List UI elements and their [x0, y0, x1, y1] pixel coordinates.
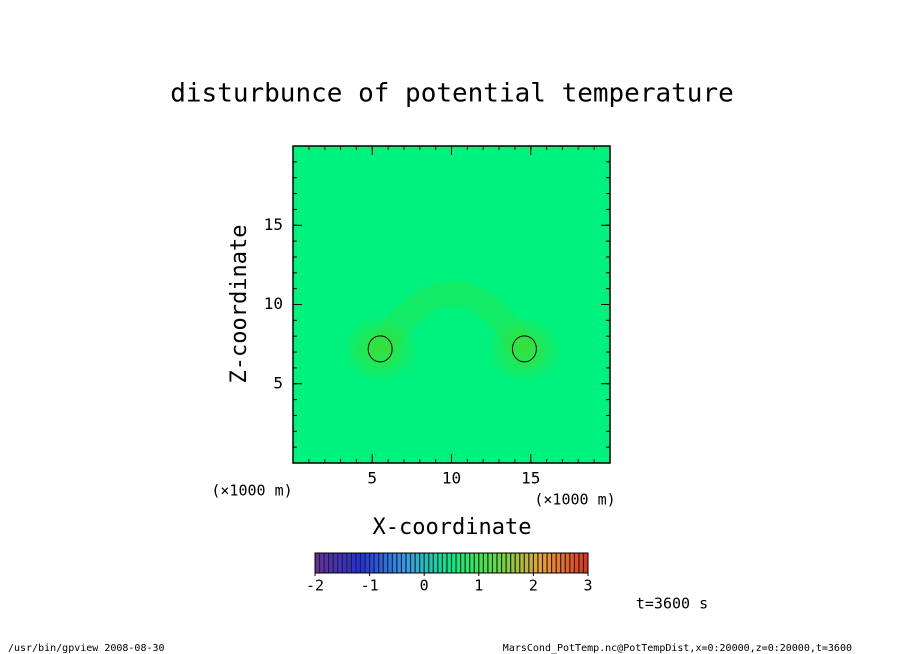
colorbar-stripe: [574, 553, 579, 573]
colorbar-stripe: [347, 553, 351, 573]
colorbar-stripe: [520, 553, 524, 573]
colorbar-stripe: [456, 553, 460, 573]
colorbar-stripe: [415, 553, 420, 573]
colorbar-stripe: [524, 553, 529, 573]
colorbar-stripe: [402, 553, 406, 573]
field-blob: [342, 314, 419, 383]
colorbar-tick-label: 1: [474, 577, 483, 595]
colorbar-stripe: [452, 553, 456, 573]
y-tick-label: 15: [264, 215, 283, 234]
colorbar-stripe: [333, 553, 338, 573]
x-unit: (×1000 m): [534, 491, 615, 509]
colorbar-stripe: [397, 553, 401, 573]
footer-left: /usr/bin/gpview 2008-08-30: [8, 643, 165, 654]
colorbar-tick-label: 0: [420, 577, 429, 595]
x-axis-label: X-coordinate: [373, 515, 532, 540]
colorbar-stripe: [493, 553, 497, 573]
chart-title: disturbunce of potential temperature: [170, 79, 734, 109]
colorbar-stripe: [383, 553, 388, 573]
colorbar-stripe: [365, 553, 369, 573]
colorbar-stripe: [552, 553, 556, 573]
colorbar-stripe: [361, 553, 365, 573]
colorbar-stripe: [447, 553, 451, 573]
colorbar-stripe: [324, 553, 329, 573]
colorbar-stripe: [429, 553, 433, 573]
colorbar-stripe: [374, 553, 379, 573]
y-tick-label: 10: [264, 294, 283, 313]
colorbar-stripe: [483, 553, 488, 573]
annotation: t=3600 s: [636, 595, 708, 613]
contour: [511, 335, 537, 363]
colorbar-stripe: [420, 553, 424, 573]
colorbar-stripe: [342, 553, 347, 573]
colorbar-stripe: [534, 553, 538, 573]
colorbar-stripe: [474, 553, 479, 573]
colorbar-stripe: [502, 553, 506, 573]
plot-area: [293, 146, 610, 463]
colorbar-stripe: [538, 553, 542, 573]
colorbar-stripe: [570, 553, 574, 573]
colorbar-stripe: [329, 553, 333, 573]
colorbar-stripe: [406, 553, 410, 573]
colorbar-frame: [314, 552, 589, 574]
colorbar-tick-label: 2: [529, 577, 538, 595]
colorbar-tick-label: -1: [361, 577, 379, 595]
colorbar-stripe: [388, 553, 392, 573]
colorbar-stripe: [511, 553, 515, 573]
colorbar-stripe: [338, 553, 342, 573]
y-axis-label: Z-coordinate: [227, 225, 252, 384]
colorbar-stripe: [315, 553, 319, 573]
colorbar-stripe: [370, 553, 374, 573]
colorbar-stripe: [479, 553, 483, 573]
colorbar-stripe: [470, 553, 474, 573]
y-unit: (×1000 m): [211, 482, 292, 500]
field-background: [293, 146, 610, 463]
colorbar-stripe: [392, 553, 397, 573]
colorbar-stripe: [556, 553, 561, 573]
colorbar-stripe: [529, 553, 533, 573]
colorbar-stripe: [433, 553, 438, 573]
y-tick-label: 5: [273, 373, 283, 392]
x-tick-label: 5: [367, 469, 377, 488]
colorbar-stripe: [411, 553, 415, 573]
colorbar-stripe: [515, 553, 520, 573]
colorbar-stripe: [352, 553, 356, 573]
colorbar-background: [315, 553, 588, 573]
colorbar-stripe: [561, 553, 565, 573]
footer-right: MarsCond_PotTemp.nc@PotTempDist,x=0:2000…: [503, 643, 852, 654]
field-blob: [486, 314, 563, 383]
colorbar-stripe: [584, 553, 588, 573]
x-tick-label: 10: [442, 469, 461, 488]
colorbar-stripe: [443, 553, 447, 573]
colorbar-stripe: [579, 553, 583, 573]
colorbar-stripe: [379, 553, 383, 573]
colorbar-stripe: [465, 553, 470, 573]
colorbar-stripe: [488, 553, 492, 573]
colorbar-stripe: [543, 553, 547, 573]
colorbar-tick-label: -2: [306, 577, 324, 595]
colorbar-stripe: [356, 553, 360, 573]
colorbar-stripe: [497, 553, 501, 573]
colorbar-stripe: [547, 553, 551, 573]
contour: [367, 335, 393, 363]
x-tick-label: 15: [521, 469, 540, 488]
colorbar-stripe: [320, 553, 324, 573]
colorbar-stripe: [565, 553, 570, 573]
colorbar-stripe: [424, 553, 429, 573]
colorbar-stripe: [438, 553, 442, 573]
colorbar-stripe: [506, 553, 511, 573]
colorbar-tick-label: 3: [583, 577, 592, 595]
colorbar-stripe: [461, 553, 465, 573]
